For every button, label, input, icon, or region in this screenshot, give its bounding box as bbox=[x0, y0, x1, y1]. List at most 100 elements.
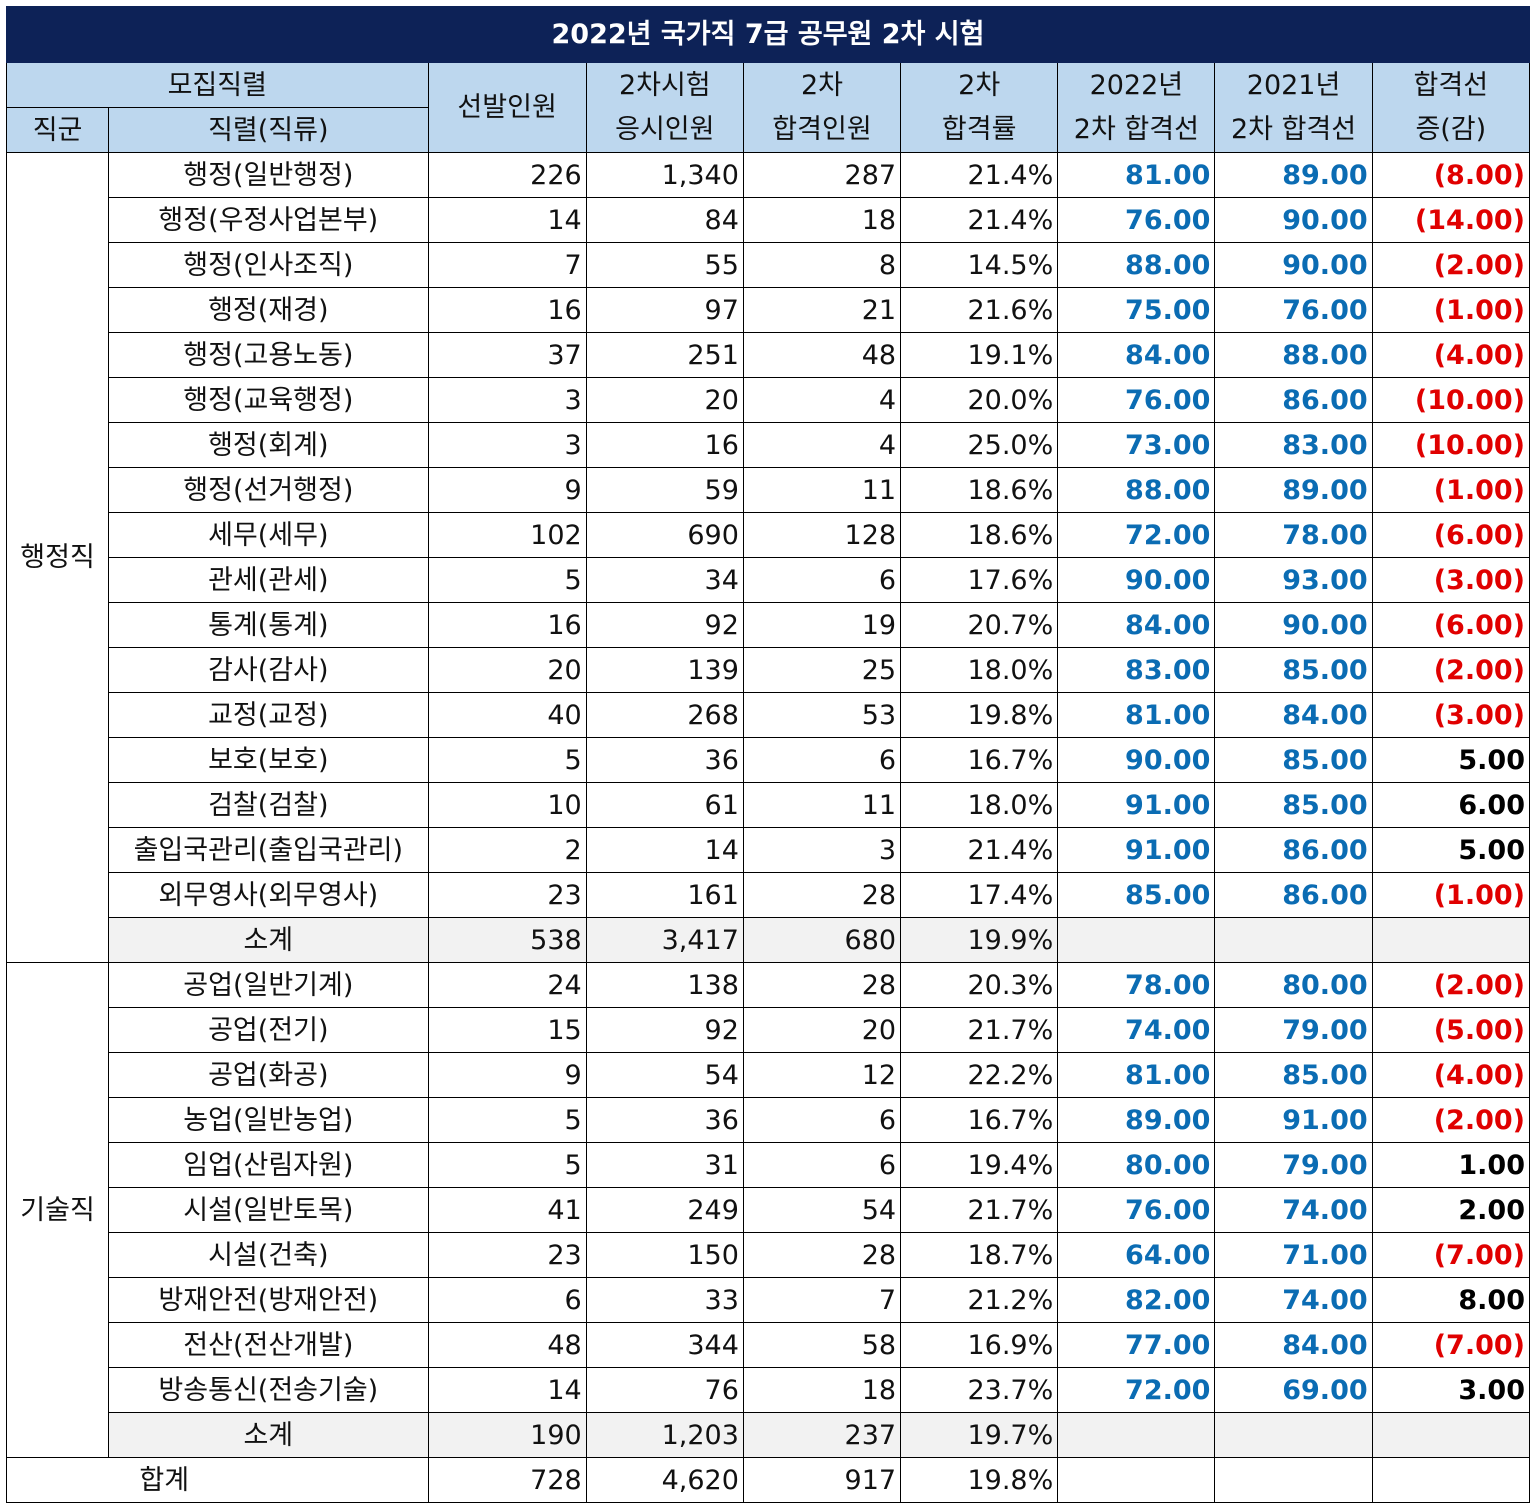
cut-2021-cell: 86.00 bbox=[1214, 827, 1373, 873]
applicant-count-cell: 36 bbox=[585, 1097, 744, 1143]
subtotal-selected-cell: 190 bbox=[427, 1412, 587, 1458]
subtotal-rate-cell: 19.7% bbox=[900, 1412, 1059, 1458]
subtotal-applicants-cell: 1,203 bbox=[585, 1412, 744, 1458]
results-sheet: 2022년 국가직 7급 공무원 2차 시험 모집직렬 선발인원 2차시험 응시… bbox=[5, 6, 1531, 1503]
cut-2021-cell: 83.00 bbox=[1214, 422, 1373, 468]
passed-count-cell: 7 bbox=[742, 1277, 902, 1323]
cut-diff-cell: (1.00) bbox=[1371, 287, 1531, 333]
subtotal-label-cell: 소계 bbox=[108, 1412, 429, 1458]
cut-diff-cell: (7.00) bbox=[1371, 1232, 1531, 1278]
selected-count-cell: 40 bbox=[427, 692, 587, 738]
applicant-count-cell: 251 bbox=[585, 332, 744, 378]
applicant-count-cell: 54 bbox=[585, 1052, 744, 1098]
cut-diff-cell: (14.00) bbox=[1371, 197, 1531, 243]
empty-cell bbox=[1057, 917, 1216, 963]
header-applicants-line1: 2차시험 bbox=[618, 69, 711, 101]
selected-count-cell: 2 bbox=[427, 827, 587, 873]
cut-2022-cell: 90.00 bbox=[1057, 557, 1216, 603]
table-row: 행정(선거행정) 9 59 11 18.6% 88.00 89.00 (1.00) bbox=[7, 467, 1531, 513]
passed-count-cell: 8 bbox=[742, 242, 902, 288]
cut-2022-cell: 81.00 bbox=[1057, 152, 1216, 198]
cut-diff-cell: (6.00) bbox=[1371, 602, 1531, 648]
passed-count-cell: 20 bbox=[742, 1007, 902, 1053]
total-selected-cell: 728 bbox=[427, 1457, 587, 1503]
table-row: 교정(교정) 40 268 53 19.8% 81.00 84.00 (3.00) bbox=[7, 692, 1531, 738]
table-body: 행정직 행정(일반행정) 226 1,340 287 21.4% 81.00 89.00 (8.… bbox=[5, 152, 1531, 1503]
passed-count-cell: 18 bbox=[742, 1367, 902, 1413]
series-name-cell: 외무영사(외무영사) bbox=[108, 872, 429, 918]
results-table: 2022년 국가직 7급 공무원 2차 시험 모집직렬 선발인원 2차시험 응시… bbox=[5, 6, 1531, 1503]
subtotal-selected-cell: 538 bbox=[427, 917, 587, 963]
applicant-count-cell: 139 bbox=[585, 647, 744, 693]
applicant-count-cell: 59 bbox=[585, 467, 744, 513]
cut-2022-cell: 91.00 bbox=[1057, 782, 1216, 828]
selected-count-cell: 23 bbox=[427, 1232, 587, 1278]
passed-count-cell: 19 bbox=[742, 602, 902, 648]
cut-diff-cell: 8.00 bbox=[1371, 1277, 1531, 1323]
cut-diff-cell: (1.00) bbox=[1371, 872, 1531, 918]
empty-cell bbox=[1057, 1412, 1216, 1458]
pass-rate-cell: 22.2% bbox=[900, 1052, 1059, 1098]
cut-diff-cell: 2.00 bbox=[1371, 1187, 1531, 1233]
cut-2021-cell: 78.00 bbox=[1214, 512, 1373, 558]
cut-2021-cell: 90.00 bbox=[1214, 242, 1373, 288]
applicant-count-cell: 138 bbox=[585, 962, 744, 1008]
passed-count-cell: 11 bbox=[742, 782, 902, 828]
table-row: 공업(화공) 9 54 12 22.2% 81.00 85.00 (4.00) bbox=[7, 1052, 1531, 1098]
cut-2021-cell: 74.00 bbox=[1214, 1277, 1373, 1323]
passed-count-cell: 6 bbox=[742, 1097, 902, 1143]
passed-count-cell: 128 bbox=[742, 512, 902, 558]
header-cut-2022: 2022년 2차 합격선 bbox=[1057, 62, 1216, 153]
passed-count-cell: 28 bbox=[742, 872, 902, 918]
series-name-cell: 행정(선거행정) bbox=[108, 467, 429, 513]
cut-2022-cell: 72.00 bbox=[1057, 1367, 1216, 1413]
pass-rate-cell: 14.5% bbox=[900, 242, 1059, 288]
total-passed-cell: 917 bbox=[742, 1457, 902, 1503]
pass-rate-cell: 16.7% bbox=[900, 1097, 1059, 1143]
series-name-cell: 방송통신(전송기술) bbox=[108, 1367, 429, 1413]
cut-diff-cell: (5.00) bbox=[1371, 1007, 1531, 1053]
header-passed: 2차 합격인원 bbox=[742, 62, 902, 153]
total-label-cell: 합계 bbox=[6, 1457, 429, 1503]
table-row: 행정(교육행정) 3 20 4 20.0% 76.00 86.00 (10.00) bbox=[7, 377, 1531, 423]
cut-2021-cell: 90.00 bbox=[1214, 602, 1373, 648]
cut-2022-cell: 85.00 bbox=[1057, 872, 1216, 918]
cut-diff-cell: 5.00 bbox=[1371, 827, 1531, 873]
pass-rate-cell: 19.8% bbox=[900, 692, 1059, 738]
pass-rate-cell: 16.7% bbox=[900, 737, 1059, 783]
cut-diff-cell: (1.00) bbox=[1371, 467, 1531, 513]
passed-count-cell: 11 bbox=[742, 467, 902, 513]
header-rate: 2차 합격률 bbox=[900, 62, 1059, 153]
cut-diff-cell: (4.00) bbox=[1371, 332, 1531, 378]
cut-diff-cell: (2.00) bbox=[1371, 647, 1531, 693]
group-name-cell: 기술직 bbox=[5, 962, 110, 1458]
pass-rate-cell: 21.4% bbox=[900, 152, 1059, 198]
passed-count-cell: 28 bbox=[742, 1232, 902, 1278]
cut-2022-cell: 89.00 bbox=[1057, 1097, 1216, 1143]
applicant-count-cell: 161 bbox=[585, 872, 744, 918]
group-name-cell: 행정직 bbox=[5, 152, 110, 963]
applicant-count-cell: 16 bbox=[585, 422, 744, 468]
table-row: 시설(건축) 23 150 28 18.7% 64.00 71.00 (7.00) bbox=[7, 1232, 1531, 1278]
passed-count-cell: 6 bbox=[742, 557, 902, 603]
applicant-count-cell: 14 bbox=[585, 827, 744, 873]
selected-count-cell: 102 bbox=[427, 512, 587, 558]
cut-2021-cell: 84.00 bbox=[1214, 692, 1373, 738]
series-name-cell: 방재안전(방재안전) bbox=[108, 1277, 429, 1323]
series-name-cell: 농업(일반농업) bbox=[108, 1097, 429, 1143]
cut-2022-cell: 64.00 bbox=[1057, 1232, 1216, 1278]
cut-2021-cell: 89.00 bbox=[1214, 152, 1373, 198]
series-name-cell: 출입국관리(출입국관리) bbox=[108, 827, 429, 873]
passed-count-cell: 6 bbox=[742, 737, 902, 783]
empty-cell bbox=[1371, 917, 1531, 963]
selected-count-cell: 14 bbox=[427, 197, 587, 243]
pass-rate-cell: 17.6% bbox=[900, 557, 1059, 603]
selected-count-cell: 16 bbox=[427, 602, 587, 648]
table-row: 출입국관리(출입국관리) 2 14 3 21.4% 91.00 86.00 5.00 bbox=[7, 827, 1531, 873]
series-name-cell: 관세(관세) bbox=[108, 557, 429, 603]
cut-diff-cell: (3.00) bbox=[1371, 557, 1531, 603]
applicant-count-cell: 150 bbox=[585, 1232, 744, 1278]
table-row: 기술직 공업(일반기계) 24 138 28 20.3% 78.00 80.00 (2.00) bbox=[5, 962, 1531, 1458]
passed-count-cell: 4 bbox=[742, 422, 902, 468]
cut-2022-cell: 76.00 bbox=[1057, 1187, 1216, 1233]
